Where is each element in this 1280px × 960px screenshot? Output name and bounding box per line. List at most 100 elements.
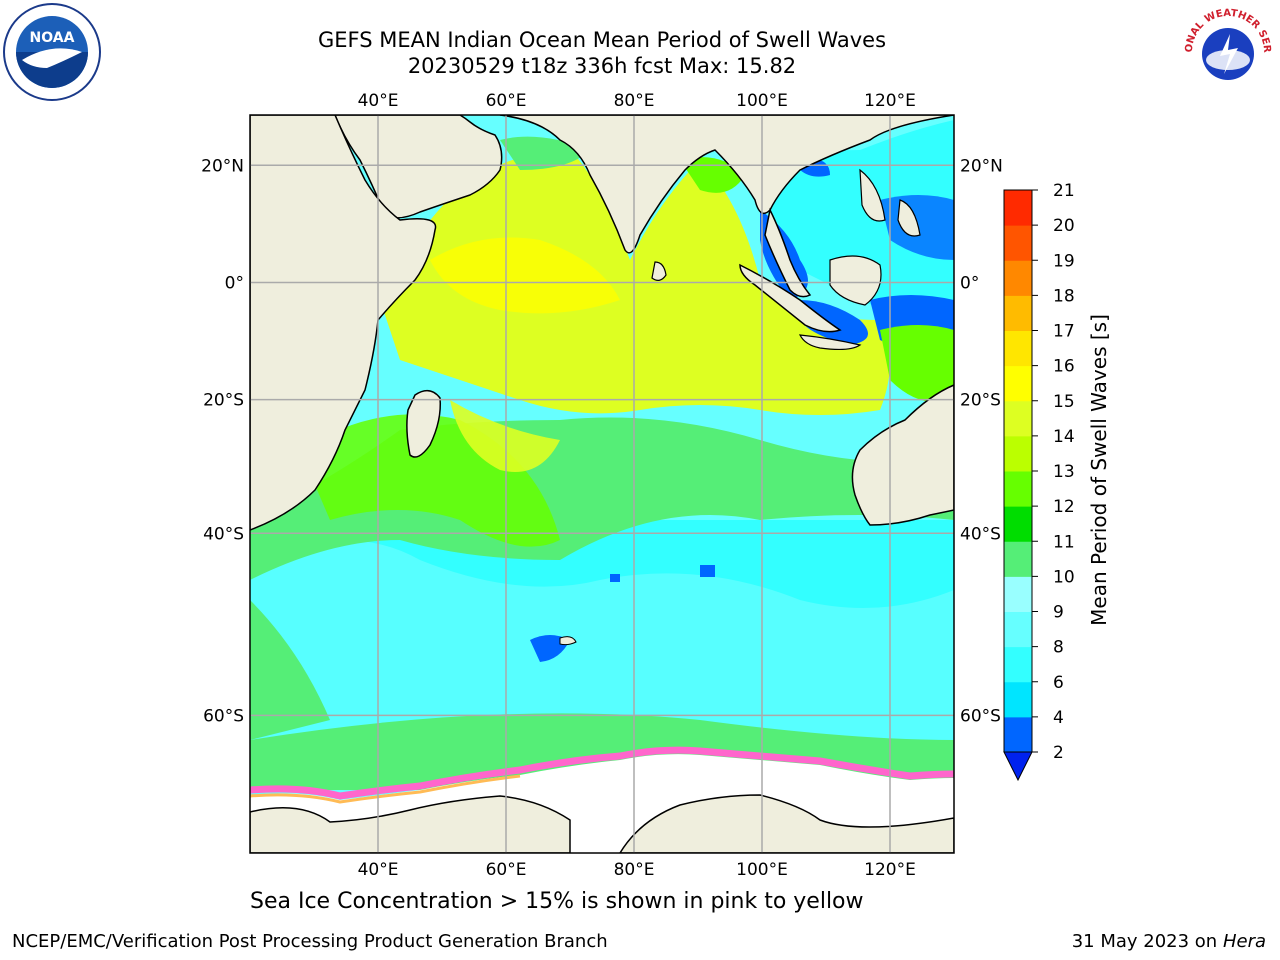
nws-logo: NATIONAL WEATHER SERVICE <box>1178 2 1275 99</box>
colorbar-segment <box>1004 681 1032 718</box>
philippines-land <box>897 199 921 237</box>
colorbar-extend-triangle <box>1003 751 1033 782</box>
period-band-lightcyan <box>250 540 954 740</box>
machine-name: Hera <box>1222 931 1266 952</box>
indochina-land <box>859 168 886 222</box>
period-band-green-west <box>250 600 330 740</box>
colorbar-segment <box>1004 716 1032 753</box>
colorbar-tick-label: 14 <box>1053 427 1075 447</box>
lon-tick-label: 120°E <box>864 91 916 111</box>
colorbar-tick-label: 21 <box>1053 181 1075 201</box>
sri-lanka-land <box>651 261 667 281</box>
colorbar-tick-label: 2 <box>1053 743 1064 763</box>
colorbar-tick-label: 9 <box>1053 603 1064 623</box>
sea-ice-edge-inner <box>250 774 521 804</box>
run-date: 31 May 2023 on Hera <box>1072 931 1266 952</box>
kerguelen-land <box>559 636 577 646</box>
colorbar-segment <box>1004 330 1032 367</box>
colorbar-tick-label: 16 <box>1053 357 1075 377</box>
colorbar-tick-label: 11 <box>1053 532 1075 552</box>
colorbar-segment <box>1004 541 1032 577</box>
australia-land <box>851 384 954 526</box>
lon-tick-label: 120°E <box>864 860 916 880</box>
colorbar-segment <box>1004 506 1032 542</box>
lat-ticks-right: 20°N 0° 20°S 40°S 60°S <box>960 156 1003 726</box>
colorbar-tick-label: 6 <box>1053 673 1064 693</box>
period-band-yellow-south <box>450 400 560 472</box>
arabia-land <box>250 115 503 219</box>
lat-tick-label: 20°S <box>203 391 244 411</box>
lat-tick-label: 20°N <box>201 156 244 176</box>
map-area <box>250 115 954 853</box>
india-asia-land <box>499 115 954 254</box>
sumatra-land <box>739 263 842 333</box>
colorbar-tick-label: 10 <box>1053 567 1075 587</box>
colorbar-tick-label: 12 <box>1053 497 1075 517</box>
malay-land <box>764 207 812 298</box>
borneo-land <box>829 255 882 306</box>
svg-text:NOAA: NOAA <box>30 30 75 46</box>
colorbar-segment <box>1004 190 1032 226</box>
colorbar-tick-label: 15 <box>1053 392 1075 412</box>
period-band-timor-lime <box>880 325 954 403</box>
map-frame <box>249 114 955 854</box>
lat-ticks-left: 20°N 0° 20°S 40°S 60°S <box>201 156 244 726</box>
lat-tick-label: 0° <box>960 273 979 293</box>
lat-tick-label: 60°S <box>203 706 244 726</box>
colorbar-segment <box>1004 435 1032 472</box>
colorbar-label: Mean Period of Swell Waves [s] <box>1087 314 1111 626</box>
lon-tick-label: 40°E <box>358 91 399 111</box>
lon-ticks-bottom: 40°E 60°E 80°E 100°E 120°E <box>358 860 916 880</box>
java-land <box>798 334 862 351</box>
colorbar-segment <box>1004 365 1032 402</box>
run-date-text: 31 May 2023 on <box>1071 931 1218 952</box>
gridlines <box>250 115 954 853</box>
lon-tick-label: 60°E <box>486 91 527 111</box>
colorbar-tick-label: 13 <box>1053 462 1075 482</box>
lat-tick-label: 60°S <box>960 706 1001 726</box>
colorbar-segment <box>1004 646 1032 683</box>
colorbar-tick-label: 19 <box>1053 251 1075 271</box>
lon-tick-label: 60°E <box>486 860 527 880</box>
colorbar-segment <box>1004 260 1032 296</box>
colorbar-segment <box>1004 295 1032 331</box>
lon-tick-label: 80°E <box>614 91 655 111</box>
lon-tick-label: 80°E <box>614 860 655 880</box>
sea-ice-edge <box>250 746 954 800</box>
lat-tick-label: 20°S <box>960 391 1001 411</box>
colorbar-segment <box>1004 576 1032 612</box>
colorbar: 2 4 6 8 9 10 11 12 13 14 15 16 17 18 19 20 21 <box>1003 181 1075 782</box>
credit-text: NCEP/EMC/Verification Post Processing Pr… <box>12 931 608 952</box>
lat-tick-label: 40°S <box>203 524 244 544</box>
sea-ice-note: Sea Ice Concentration > 15% is shown in … <box>250 889 864 914</box>
madagascar-land <box>406 389 442 458</box>
antarctica-land <box>250 795 571 853</box>
colorbar-tick-label: 4 <box>1053 708 1064 728</box>
period-band-java-blue <box>800 300 868 345</box>
chart-title: GEFS MEAN Indian Ocean Mean Period of Sw… <box>317 28 887 52</box>
lon-tick-label: 40°E <box>358 860 399 880</box>
colorbar-tick-label: 20 <box>1053 216 1075 236</box>
colorbar-segment <box>1004 225 1032 261</box>
colorbar-tick-label: 18 <box>1053 286 1075 306</box>
chart-subtitle: 20230529 t18z 336h fcst Max: 15.82 <box>407 54 797 78</box>
period-band-bay-of-bengal <box>680 157 745 193</box>
lat-tick-label: 0° <box>225 273 244 293</box>
lon-tick-label: 100°E <box>736 860 788 880</box>
colorbar-tick-label: 17 <box>1053 322 1075 342</box>
africa-land <box>250 115 437 531</box>
lon-ticks-top: 40°E 60°E 80°E 100°E 120°E <box>358 91 916 111</box>
noaa-logo: NOAA <box>3 3 101 101</box>
lat-tick-label: 40°S <box>960 524 1001 544</box>
colorbar-segment <box>1004 611 1032 648</box>
colorbar-tick-label: 8 <box>1053 638 1064 658</box>
colorbar-segment <box>1004 471 1032 507</box>
period-band-blue-spot <box>610 574 620 582</box>
lon-tick-label: 100°E <box>736 91 788 111</box>
lat-tick-label: 20°N <box>960 156 1003 176</box>
period-band-blue-spot <box>700 565 715 577</box>
antarctica-land-east <box>619 794 954 853</box>
colorbar-segment <box>1004 400 1032 437</box>
period-band-yellow-core <box>430 237 620 314</box>
